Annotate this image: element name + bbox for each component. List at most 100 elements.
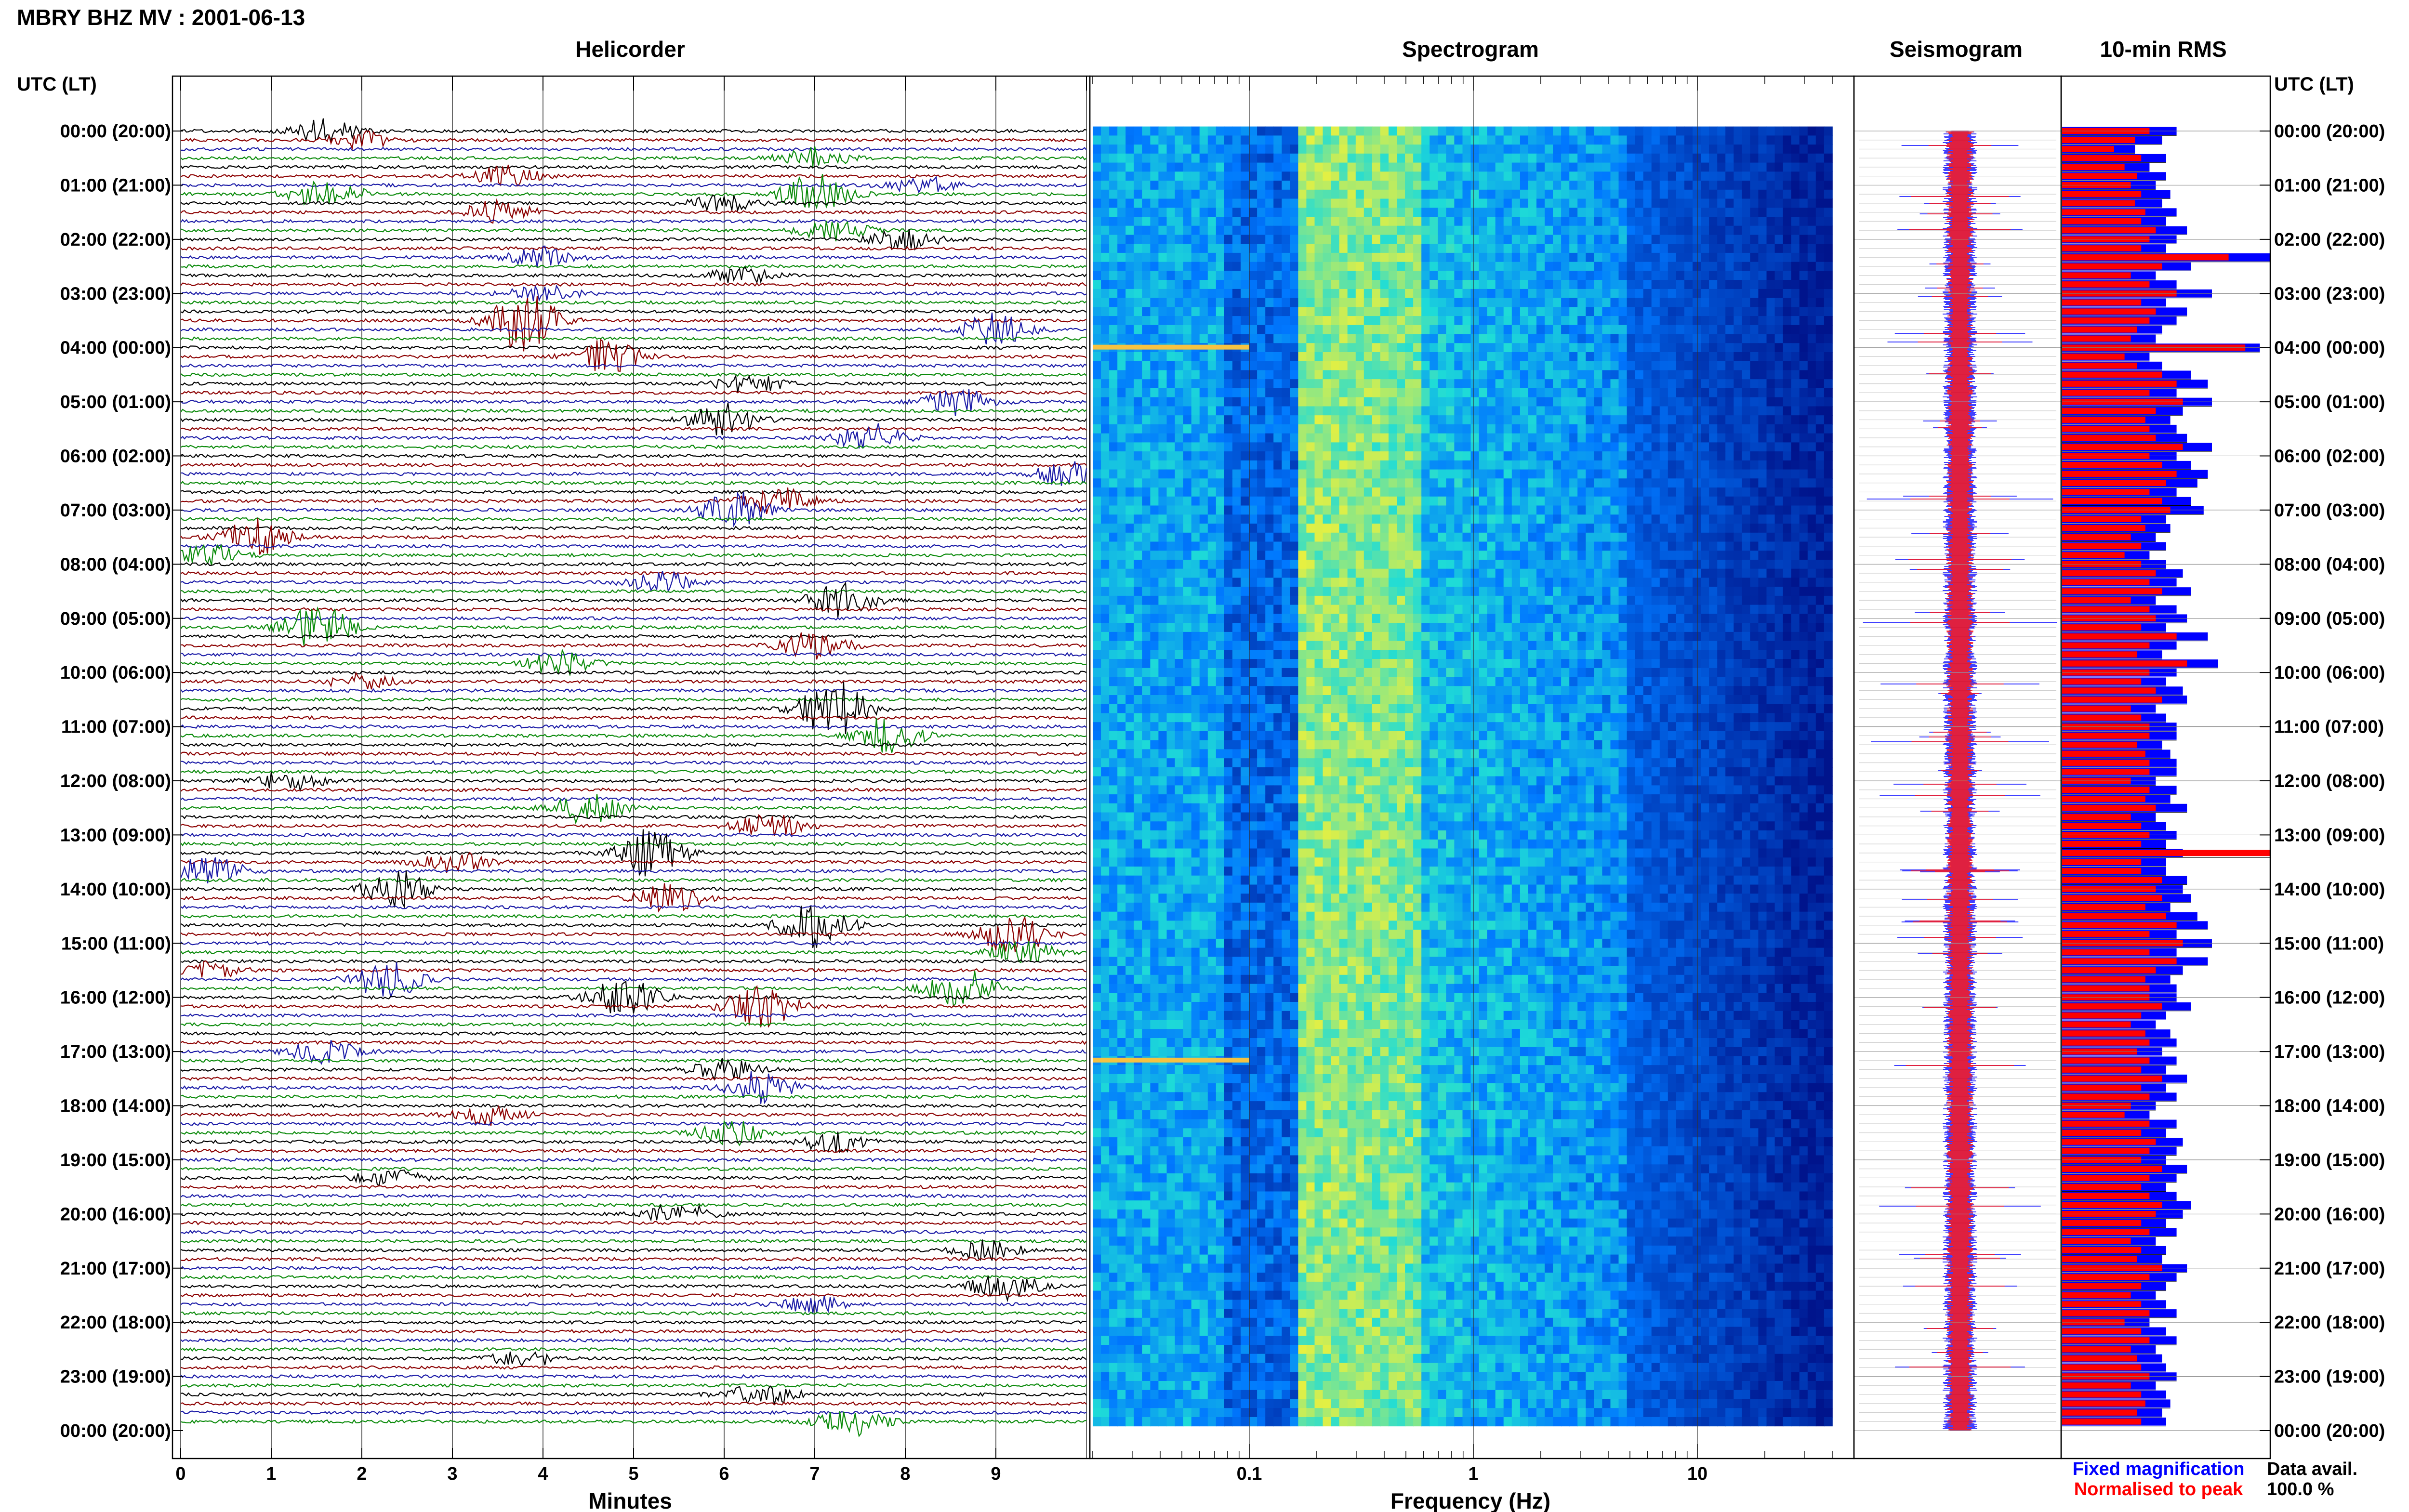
spectrogram-cell bbox=[1610, 208, 1619, 217]
spectrogram-cell bbox=[1511, 541, 1521, 551]
spectrogram-cell bbox=[1438, 415, 1447, 425]
spectrogram-cell bbox=[1454, 433, 1463, 443]
spectrogram-cell bbox=[1602, 325, 1611, 335]
spectrogram-cell bbox=[1824, 208, 1833, 217]
spectrogram-cell bbox=[1676, 198, 1685, 208]
spectrogram-cell bbox=[1199, 379, 1208, 389]
spectrogram-cell bbox=[1290, 433, 1299, 443]
spectrogram-cell bbox=[1298, 541, 1307, 551]
time-label-right: 14:00 (10:00) bbox=[2274, 880, 2385, 900]
spectrogram-cell bbox=[1199, 551, 1208, 560]
spectrogram-cell bbox=[1142, 126, 1151, 136]
spectrogram-cell bbox=[1553, 126, 1562, 136]
spectrogram-cell bbox=[1282, 316, 1291, 326]
spectrogram-cell bbox=[1241, 587, 1249, 596]
spectrogram-cell bbox=[1545, 397, 1553, 407]
spectrogram-cell bbox=[1643, 181, 1652, 190]
spectrogram-cell bbox=[1454, 181, 1463, 190]
spectrogram-cell bbox=[1314, 388, 1324, 398]
spectrogram-cell bbox=[1610, 478, 1619, 488]
spectrogram-cell bbox=[1421, 252, 1430, 263]
spectrogram-cell bbox=[1774, 135, 1784, 145]
spectrogram-cell bbox=[1569, 162, 1578, 172]
spectrogram-cell bbox=[1183, 478, 1192, 488]
helicorder-trace bbox=[180, 245, 1087, 268]
spectrogram-cell bbox=[1224, 379, 1233, 389]
spectrogram-cell bbox=[1725, 235, 1734, 244]
spectrogram-cell bbox=[1536, 135, 1545, 145]
spectrogram-cell bbox=[1693, 568, 1701, 578]
spectrogram-cell bbox=[1405, 198, 1414, 208]
spectrogram-cell bbox=[1232, 325, 1241, 335]
spectrogram-cell bbox=[1446, 135, 1455, 145]
spectrogram-cell bbox=[1446, 460, 1455, 470]
spectrogram-cell bbox=[1791, 298, 1800, 307]
spectrogram-cell bbox=[1693, 135, 1701, 145]
spectrogram-cell bbox=[1799, 541, 1808, 551]
spectrogram-cell bbox=[1207, 532, 1217, 542]
spectrogram-cell bbox=[1651, 145, 1660, 154]
spectrogram-cell bbox=[1207, 145, 1217, 154]
spectrogram-cell bbox=[1323, 181, 1332, 190]
spectrogram-cell bbox=[1142, 415, 1151, 425]
spectrogram-cell bbox=[1241, 280, 1249, 289]
spectrogram-cell bbox=[1791, 532, 1800, 542]
spectrogram-cell bbox=[1668, 595, 1677, 605]
spectrogram-cell bbox=[1282, 307, 1291, 316]
spectrogram-cell bbox=[1430, 325, 1439, 335]
spectrogram-cell bbox=[1282, 126, 1291, 136]
spectrogram-cell bbox=[1257, 587, 1266, 596]
spectrogram-cell bbox=[1610, 560, 1619, 569]
spectrogram-cell bbox=[1577, 361, 1587, 371]
spectrogram-cell bbox=[1438, 568, 1447, 578]
spectrogram-cell bbox=[1511, 379, 1521, 389]
spectrogram-cell bbox=[1684, 460, 1693, 470]
spectrogram-cell bbox=[1503, 225, 1512, 235]
spectrogram-cell bbox=[1643, 343, 1652, 353]
spectrogram-cell bbox=[1627, 325, 1636, 335]
spectrogram-cell bbox=[1734, 225, 1743, 235]
spectrogram-cell bbox=[1372, 433, 1381, 443]
spectrogram-cell bbox=[1791, 406, 1800, 416]
spectrogram-cell bbox=[1397, 361, 1405, 371]
spectrogram-cell bbox=[1298, 252, 1307, 263]
spectrogram-cell bbox=[1109, 560, 1118, 569]
spectrogram-cell bbox=[1355, 208, 1364, 217]
spectrogram-cell bbox=[1372, 352, 1381, 362]
spectrogram-cell bbox=[1824, 514, 1833, 524]
spectrogram-cell bbox=[1216, 469, 1225, 479]
helicorder-trace bbox=[180, 571, 1087, 576]
spectrogram-cell bbox=[1298, 316, 1307, 326]
spectrogram-cell bbox=[1701, 568, 1709, 578]
spectrogram-cell bbox=[1413, 442, 1422, 452]
spectrogram-cell bbox=[1693, 289, 1701, 299]
spectrogram-cell bbox=[1651, 541, 1660, 551]
spectrogram-cell bbox=[1668, 271, 1677, 280]
spectrogram-cell bbox=[1224, 578, 1233, 587]
spectrogram-cell bbox=[1783, 560, 1792, 569]
spectrogram-cell bbox=[1758, 505, 1767, 515]
spectrogram-cell bbox=[1659, 397, 1668, 407]
spectrogram-cell bbox=[1561, 433, 1570, 443]
spectrogram-cell bbox=[1701, 235, 1709, 244]
spectrogram-cell bbox=[1783, 524, 1792, 533]
spectrogram-cell bbox=[1701, 298, 1709, 307]
spectrogram-cell bbox=[1142, 406, 1151, 416]
spectrogram-cell bbox=[1117, 469, 1126, 479]
spectrogram-cell bbox=[1175, 578, 1184, 587]
spectrogram-cell bbox=[1331, 541, 1340, 551]
spectrogram-cell bbox=[1175, 496, 1184, 506]
spectrogram-cell bbox=[1142, 505, 1151, 515]
helicorder-trace bbox=[180, 772, 1087, 793]
spectrogram-cell bbox=[1651, 235, 1660, 244]
spectrogram-cell bbox=[1166, 433, 1176, 443]
spectrogram-cell bbox=[1528, 532, 1537, 542]
spectrogram-cell bbox=[1117, 568, 1126, 578]
helicorder-trace bbox=[180, 1104, 1087, 1126]
spectrogram-cell bbox=[1397, 316, 1405, 326]
spectrogram-cell bbox=[1150, 225, 1159, 235]
spectrogram-cell bbox=[1183, 469, 1192, 479]
spectrogram-cell bbox=[1347, 225, 1356, 235]
spectrogram-cell bbox=[1363, 153, 1373, 163]
spectrogram-cell bbox=[1142, 334, 1151, 343]
